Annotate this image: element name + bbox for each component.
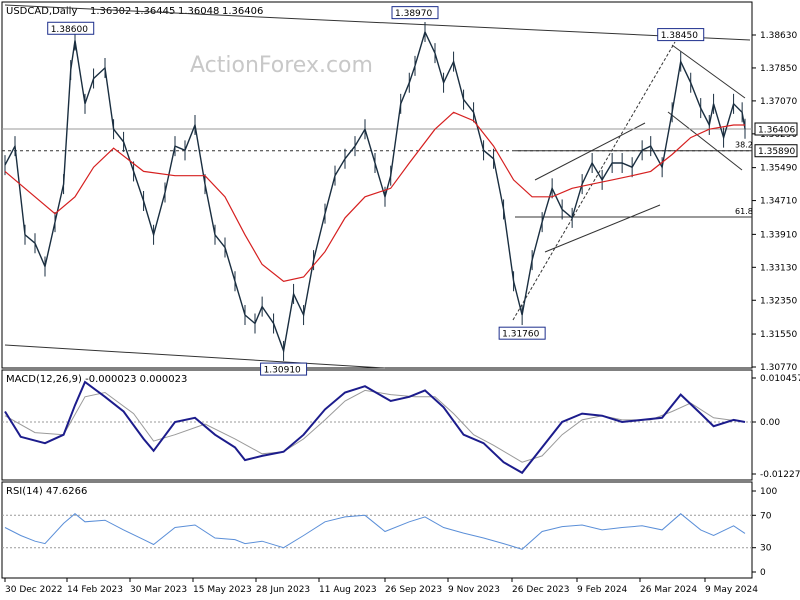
moving-average-layer [4,111,745,282]
price-panel-frame [1,1,753,369]
labels-layer: 1.38600 1.38970 1.38450 1.31760 1.30910 [47,6,705,376]
current-price-marker-box [754,122,798,136]
date-axis-label: 26 Dec 2023 [512,585,570,595]
price-axis-label: 1.35490 [760,164,797,174]
swing-label-box [657,28,705,42]
falling-wedge-bottom [667,111,743,171]
symbol-label: USDCAD,Daily [6,6,77,17]
macd-axis-label: -0.012276 [760,470,800,480]
macd-panel-frame [1,369,753,481]
ohlc-open: 1.36302 [90,6,131,17]
dashed-rally-trendline [512,41,676,321]
swing-label-box [260,362,308,376]
price-header: USDCAD,Daily 1.36302 1.36445 1.36048 1.3… [6,6,263,17]
date-axis-label: 30 Mar 2023 [130,585,187,595]
macd-signal-line [4,389,746,463]
axis-layer: 1.386301.378501.370701.362901.354901.347… [4,31,800,595]
price-axis-label: 1.32350 [760,296,797,306]
swing-label: 1.38970 [395,9,432,19]
swing-label: 1.30910 [264,366,301,376]
price-axis-label: 1.30770 [760,363,797,373]
rising-channel-bottom [544,204,661,253]
current-price-marker-label: 1.36406 [758,126,795,136]
ohlc-close: 1.36406 [222,6,263,17]
date-axis-label: 30 Dec 2022 [5,585,63,595]
upper-channel-trendline [4,4,751,41]
date-axis-label: 26 Mar 2024 [640,585,697,595]
date-axis-label: 9 Nov 2023 [448,585,500,595]
price-axis-label: 1.33910 [760,230,797,240]
lower-channel-trendline [4,344,386,369]
reference-lines: 38.2 61.8 [2,128,753,218]
price-layer [4,22,746,361]
rsi-axis-label: 30 [760,544,772,554]
price-axis-label: 1.38630 [760,31,797,41]
moving-average-line [4,111,745,282]
rsi-axis-label: 70 [760,511,772,521]
macd-label: MACD(12,26,9) -0.000023 0.000023 [6,374,187,385]
swing-label-box [47,21,95,35]
macd-layer [2,380,752,475]
watermark: ActionForex.com [190,53,373,78]
level-marker-box [754,144,798,158]
swing-label-box [391,6,439,20]
swing-label: 1.38600 [51,25,88,35]
date-axis-label: 28 Jun 2023 [256,585,310,595]
trendlines [4,4,751,369]
price-axis-label: 1.34710 [760,197,797,207]
fib-level-label: 38.2 [735,141,753,150]
price-axis-label: 1.31550 [760,330,797,340]
falling-wedge-top [671,44,746,99]
fib-level-label: 61.8 [735,207,753,216]
rsi-panel-frame [1,481,753,579]
price-axis-label: 1.37070 [760,97,797,107]
price-axis-label: 1.33130 [760,263,797,273]
swing-label-box [498,326,546,340]
date-axis-label: 14 Feb 2023 [67,585,123,595]
ohlc-high: 1.36445 [134,6,175,17]
rsi-axis-label: 100 [760,487,777,497]
date-axis-label: 26 Sep 2023 [385,585,442,595]
rsi-label: RSI(14) 47.6266 [6,486,87,497]
date-axis-label: 9 Feb 2024 [577,585,628,595]
date-axis-label: 15 May 2023 [193,585,252,595]
macd-axis-label: 0.010457 [760,374,800,384]
rsi-layer [2,513,752,550]
date-axis-label: 9 May 2024 [705,585,758,595]
macd-line [4,380,746,475]
price-series-line [4,30,746,354]
rising-channel-top [534,122,646,181]
swing-label: 1.31760 [502,330,539,340]
rsi-line [4,513,746,550]
level-marker-label: 1.35890 [758,147,795,157]
macd-axis-label: 0.00 [760,418,780,428]
ohlc-low: 1.36048 [178,6,219,17]
date-axis-label: 11 Aug 2023 [319,585,377,595]
price-axis-label: 1.37850 [760,64,797,74]
rsi-axis-label: 0 [760,568,766,578]
swing-label: 1.38450 [661,31,698,41]
